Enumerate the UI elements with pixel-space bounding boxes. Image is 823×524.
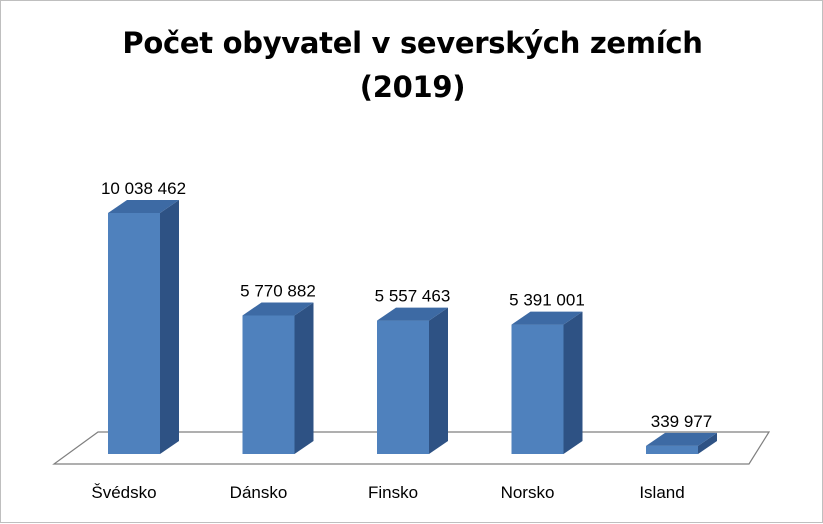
bar-side-5 (698, 432, 717, 454)
bar-front-2 (242, 315, 295, 454)
chart-title-year: (2019) (359, 70, 466, 104)
bar-top-3 (377, 307, 448, 321)
data-label-5: 339 977 (651, 412, 712, 431)
bar-side-4 (563, 311, 583, 454)
data-label-1: 10 038 462 (101, 179, 186, 198)
data-label-3: 5 557 463 (375, 287, 451, 306)
category-label-1: Švédsko (91, 483, 156, 502)
bar-5 (646, 432, 717, 454)
bar-side-1 (160, 200, 179, 454)
bar-front-1 (108, 213, 160, 454)
chart-title: Počet obyvatel v severských zemích (2019… (1, 21, 823, 109)
data-label-4: 5 391 001 (509, 291, 585, 310)
bar-front-3 (377, 320, 429, 454)
category-label-5: Island (639, 483, 684, 502)
bar-top-1 (108, 200, 179, 213)
bar-1 (108, 200, 179, 454)
bar-side-2 (294, 302, 314, 454)
category-label-4: Norsko (501, 483, 555, 502)
data-label-2: 5 770 882 (240, 281, 316, 300)
bar-top-5 (646, 432, 717, 446)
chart-title-main: Počet obyvatel v severských zemích (122, 26, 703, 60)
bar-top-2 (242, 302, 314, 316)
bar-side-3 (429, 307, 448, 454)
bar-front-4 (511, 324, 564, 454)
bar-3 (377, 307, 448, 454)
category-label-2: Dánsko (230, 483, 288, 502)
category-label-3: Finsko (368, 483, 418, 502)
bar-2 (242, 302, 314, 454)
bar-4 (511, 311, 583, 454)
bar-top-4 (511, 311, 583, 325)
bar-front-5 (646, 445, 698, 454)
